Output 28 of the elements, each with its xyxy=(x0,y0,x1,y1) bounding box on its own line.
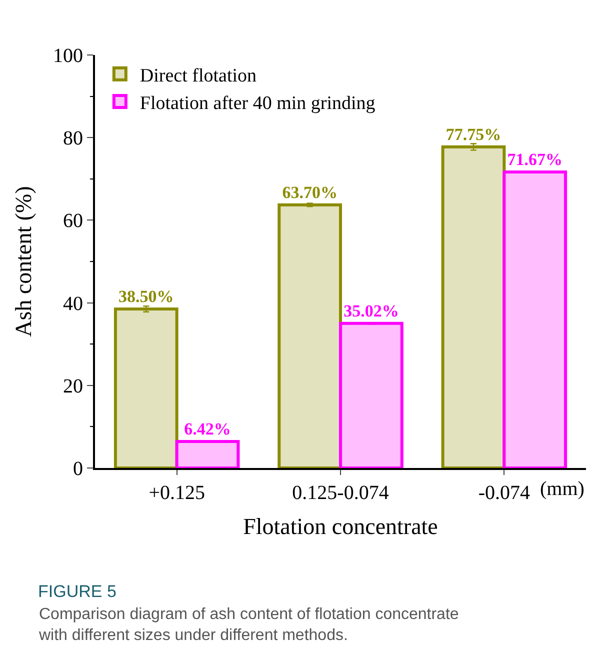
text: (mm) xyxy=(540,478,584,500)
caption: FIGURE 5 xyxy=(38,582,116,601)
legend-label: Direct flotation xyxy=(140,65,258,86)
data-label: 63.70% xyxy=(282,182,338,202)
data-label: 6.42% xyxy=(184,419,231,438)
data-label: 38.50% xyxy=(118,287,174,306)
x-tick-label: +0.125 xyxy=(148,482,205,504)
y-tick-label: 60 xyxy=(63,210,83,232)
y-tick-label: 0 xyxy=(73,458,83,480)
y-tick-label: 80 xyxy=(63,128,83,150)
x-tick-label: -0.074 xyxy=(478,482,530,504)
legend-label: Flotation after 40 min grinding xyxy=(140,92,376,114)
y-tick-label: 40 xyxy=(63,292,83,315)
bar xyxy=(114,308,178,468)
y-tick-label: 20 xyxy=(63,375,83,398)
data-label: 77.75% xyxy=(446,124,502,144)
bar xyxy=(175,440,240,468)
bar xyxy=(502,170,568,468)
x-tick-label: 0.125-0.074 xyxy=(292,482,389,504)
data-label: 35.02% xyxy=(344,301,399,320)
bar xyxy=(339,322,404,468)
bar xyxy=(278,203,342,468)
text: Comparison diagram of ash content of flotation concentrate with different sizes under different methods. xyxy=(38,606,459,644)
y-axis-title: Ash content (%) xyxy=(10,186,36,337)
bar xyxy=(441,145,506,468)
data-label: 71.67% xyxy=(507,150,562,169)
y-tick-label: 100 xyxy=(53,45,83,67)
x-axis-title: Flotation concentrate xyxy=(243,514,438,540)
